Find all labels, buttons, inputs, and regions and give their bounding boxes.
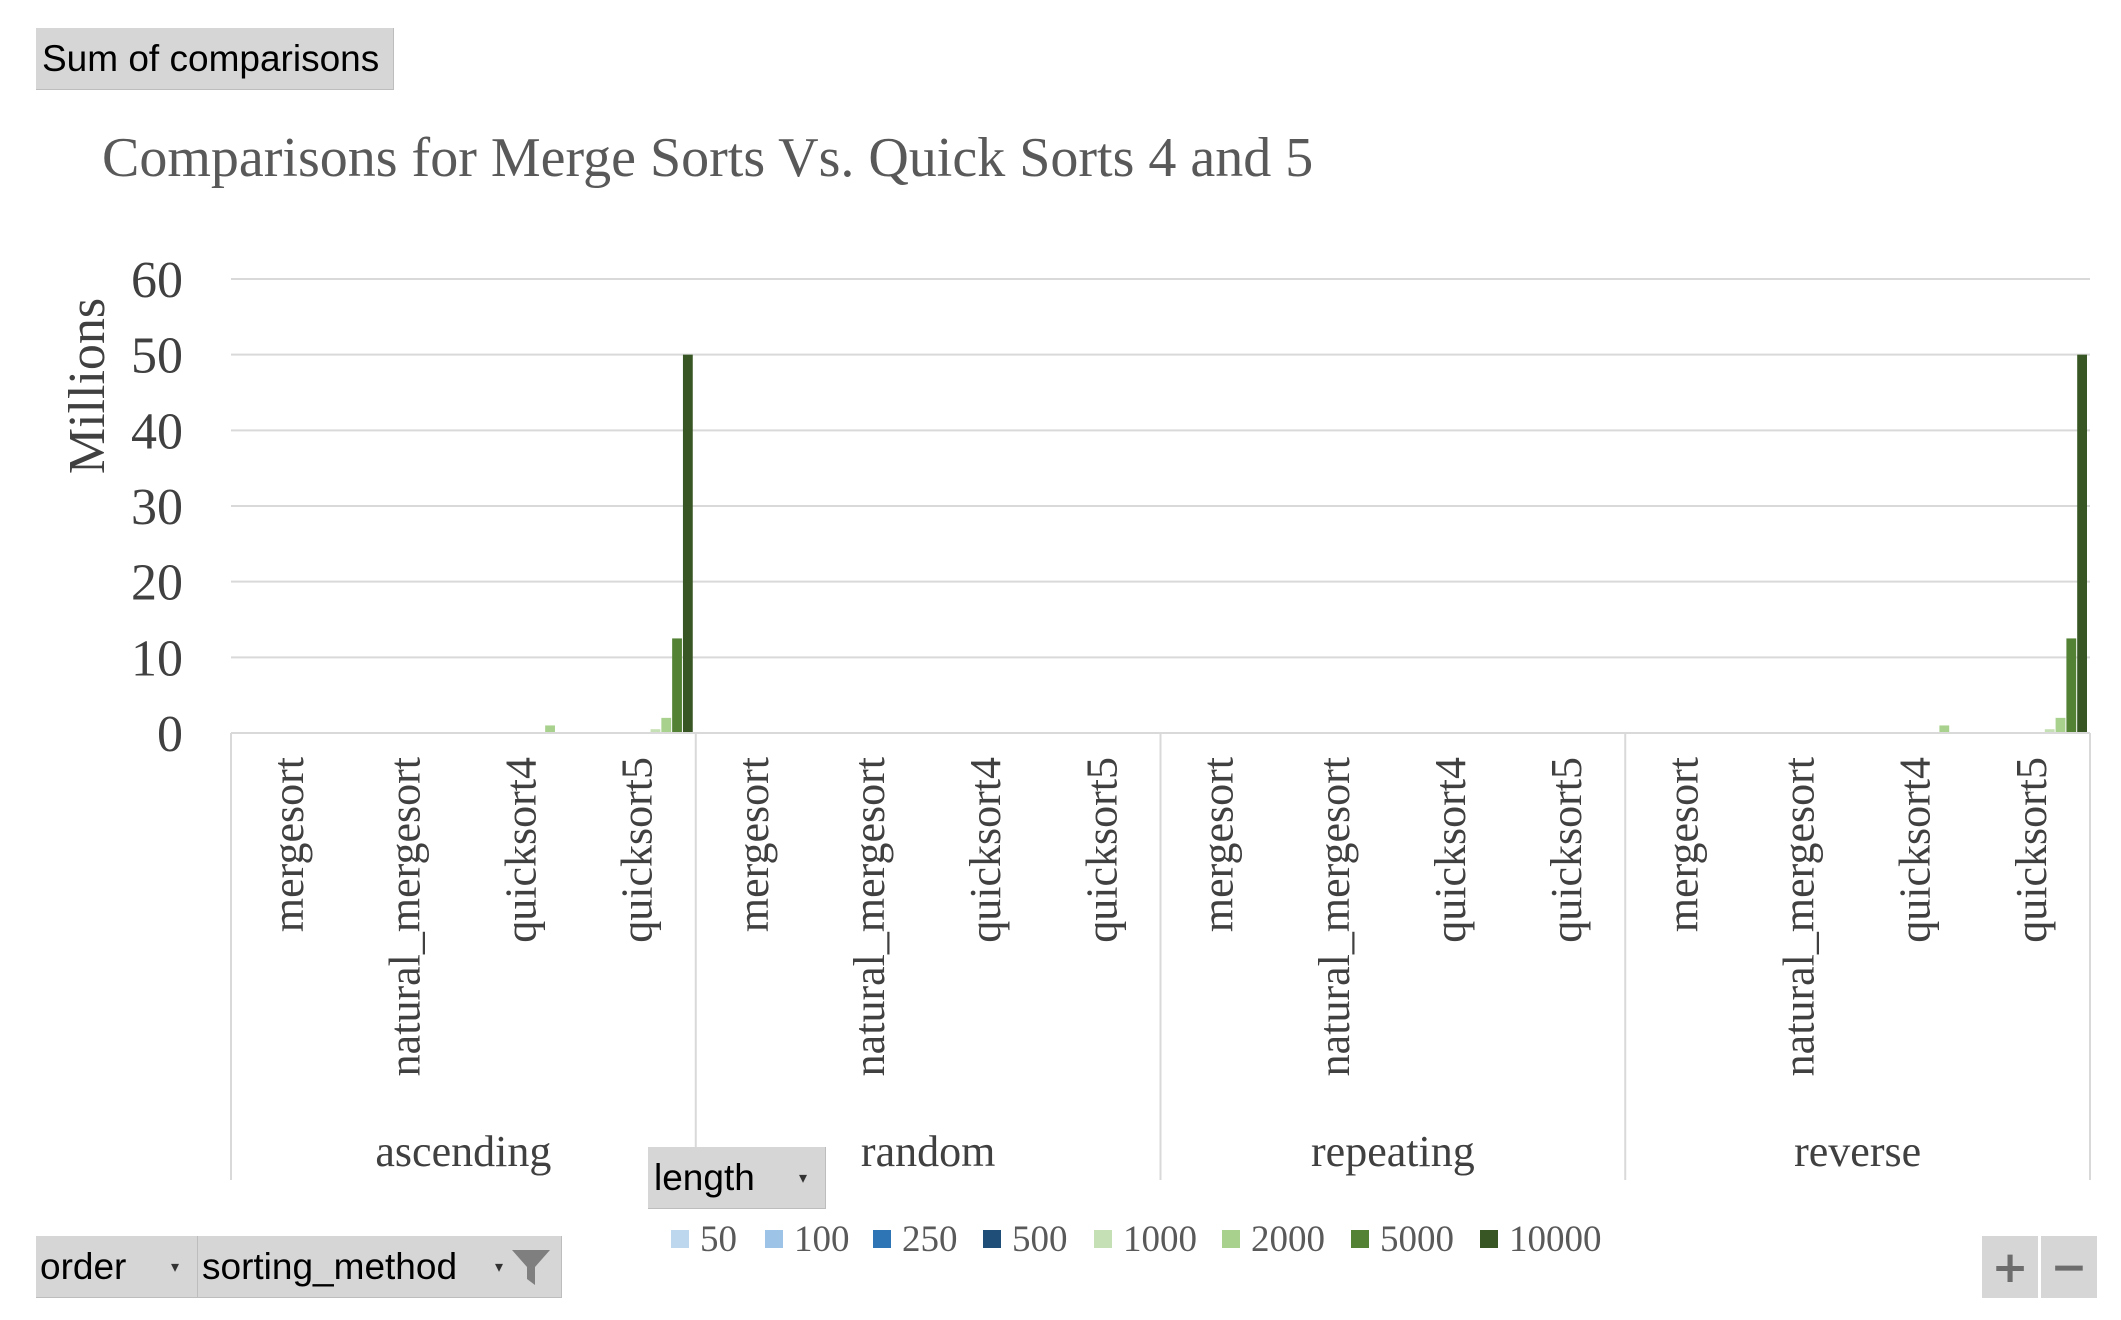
x-tick-label: quicksort4 xyxy=(1891,757,1940,943)
legend-label: 2000 xyxy=(1251,1219,1325,1260)
zoom-out-label: − xyxy=(2050,1241,2088,1293)
bar xyxy=(650,729,661,733)
bar xyxy=(2066,638,2077,733)
dropdown-arrow-icon: ▾ xyxy=(494,1258,503,1276)
x-group-label: ascending xyxy=(375,1127,551,1176)
dropdown-arrow-icon: ▾ xyxy=(170,1258,179,1276)
x-group-label: random xyxy=(861,1127,995,1176)
x-tick-label: quicksort5 xyxy=(613,757,662,943)
legend-label: 50 xyxy=(700,1219,737,1260)
zoom-in-label: + xyxy=(1991,1241,2029,1293)
legend-swatch xyxy=(1351,1230,1369,1248)
axis-field-label: order xyxy=(40,1245,127,1287)
legend-swatch xyxy=(873,1230,891,1248)
dropdown-arrow-icon: ▾ xyxy=(798,1169,807,1187)
y-tick-label: 10 xyxy=(131,630,183,687)
chart-title: Comparisons for Merge Sorts Vs. Quick So… xyxy=(102,127,1313,189)
y-tick-label: 30 xyxy=(131,479,183,536)
bar xyxy=(2055,717,2066,733)
y-tick-label: 40 xyxy=(131,403,183,460)
legend-label: 5000 xyxy=(1380,1219,1454,1260)
legend-swatch xyxy=(765,1230,783,1248)
value-field-label: Sum of comparisons xyxy=(42,37,380,79)
x-group-label: reverse xyxy=(1794,1127,1921,1176)
filter-funnel-icon xyxy=(512,1249,550,1285)
x-tick-label: natural_mergesort xyxy=(1310,757,1359,1076)
y-axis-label: Millions xyxy=(59,298,116,474)
x-tick-label: quicksort5 xyxy=(1077,757,1126,943)
axis-field-label: sorting_method xyxy=(202,1245,458,1287)
bar xyxy=(2077,354,2087,733)
y-tick-label: 50 xyxy=(131,328,183,385)
y-tick-label: 0 xyxy=(157,706,183,763)
x-tick-label: quicksort4 xyxy=(961,757,1010,943)
bar xyxy=(661,717,672,733)
legend-swatch xyxy=(1480,1230,1498,1248)
y-axis-ticks: 0 10 20 30 40 50 60 xyxy=(131,252,183,763)
legend-label: 500 xyxy=(1012,1219,1068,1260)
x-axis: ascending mergesort natural_mergesort quick… xyxy=(230,732,2091,1180)
minus-icon[interactable]: − xyxy=(2041,1236,2097,1298)
legend-label: 10000 xyxy=(1509,1219,1602,1260)
legend-field-label: length xyxy=(654,1156,755,1198)
axis-field-button-sorting-method[interactable]: sorting_method ▾ xyxy=(198,1236,562,1298)
y-tick-label: 20 xyxy=(131,555,183,612)
x-tick-label: quicksort5 xyxy=(2007,757,2056,943)
x-tick-label: mergesort xyxy=(1658,757,1707,932)
x-tick-label: quicksort5 xyxy=(1542,757,1591,943)
x-tick-label: quicksort4 xyxy=(496,757,545,943)
x-tick-label: natural_mergesort xyxy=(845,757,894,1076)
plus-icon[interactable]: + xyxy=(1982,1236,2038,1298)
bar xyxy=(545,725,555,733)
value-field-button[interactable]: Sum of comparisons xyxy=(36,28,394,90)
x-tick-label: mergesort xyxy=(264,757,313,932)
legend-label: 250 xyxy=(902,1219,958,1260)
legend-field-button[interactable]: length ▾ xyxy=(648,1147,826,1209)
x-tick-label: natural_mergesort xyxy=(1775,757,1824,1076)
legend-swatch xyxy=(671,1230,689,1248)
x-tick-label: natural_mergesort xyxy=(380,757,429,1076)
bar xyxy=(2044,729,2055,733)
bar xyxy=(1939,725,1950,733)
bars xyxy=(534,354,2087,733)
bar xyxy=(672,638,682,733)
x-tick-label: quicksort4 xyxy=(1426,757,1475,943)
x-tick-label: mergesort xyxy=(729,757,778,932)
legend-swatch xyxy=(1094,1230,1112,1248)
legend-swatch xyxy=(983,1230,1001,1248)
legend-label: 1000 xyxy=(1123,1219,1197,1260)
legend: 50 100 250 500 1000 2000 5000 10000 xyxy=(671,1219,1602,1260)
x-tick-label: mergesort xyxy=(1194,757,1243,932)
legend-label: 100 xyxy=(794,1219,850,1260)
gridlines xyxy=(231,278,2090,734)
axis-field-button-order[interactable]: order ▾ xyxy=(36,1236,198,1298)
x-group-label: repeating xyxy=(1311,1127,1475,1176)
bar xyxy=(682,354,693,733)
y-tick-label: 60 xyxy=(131,252,183,309)
legend-swatch xyxy=(1222,1230,1240,1248)
